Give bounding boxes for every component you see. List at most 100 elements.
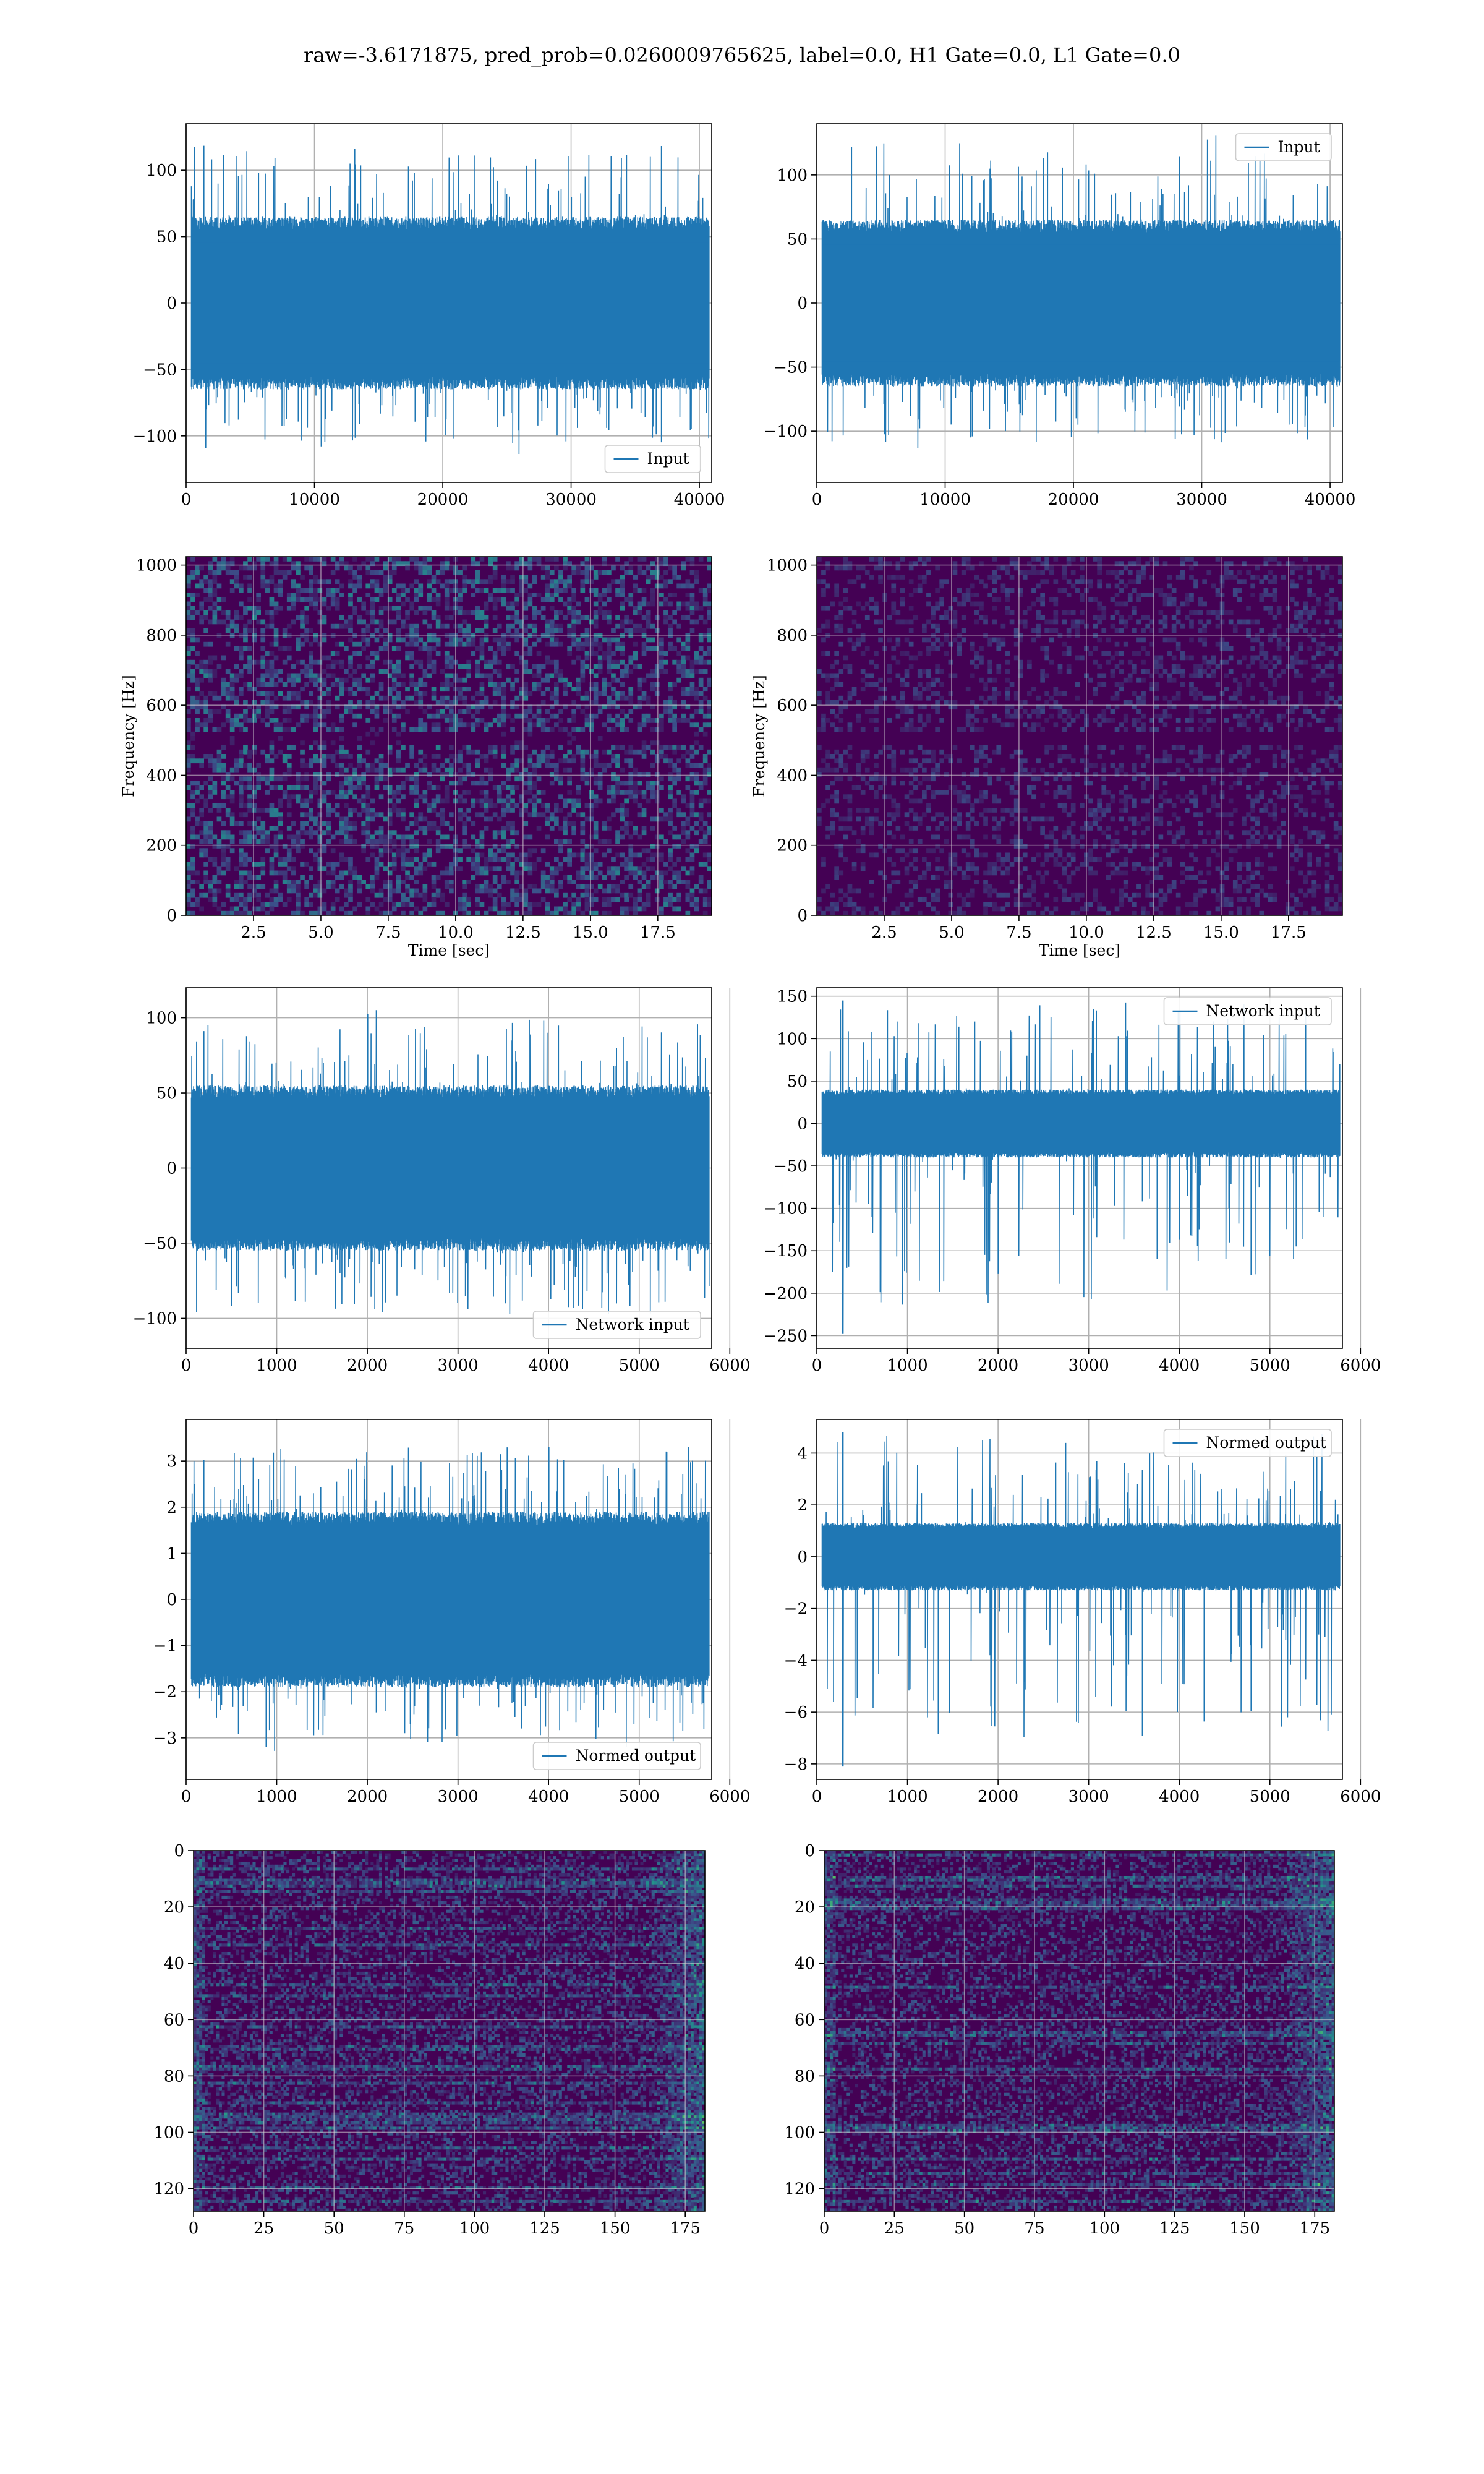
y-tick-label-r5c2-4: 80 (795, 2067, 815, 2086)
y-tick-label-r3c2-7: 100 (777, 1030, 808, 1048)
x-tick-label-r3c1-1: 1000 (256, 1356, 297, 1375)
legend-r3c1: Network input (532, 1311, 701, 1339)
y-tick-label-r2c2-0: 0 (797, 907, 808, 925)
axes-frame-r2c1 (186, 556, 712, 916)
x-tick-label-r5c1-5: 125 (529, 2219, 560, 2238)
x-tick-label-r5c1-7: 175 (670, 2219, 701, 2238)
x-tick-label-r5c2-1: 25 (884, 2219, 905, 2238)
chart-r5c2: 0 25 50 75 100 125 150 175 0 20 40 60 80 100 120 (784, 1842, 1335, 2238)
axes-frame-r4c2 (816, 1419, 1343, 1780)
x-tick-label-r3c2-1: 1000 (887, 1356, 927, 1375)
legend-r4c2: Normed output (1163, 1429, 1332, 1457)
y-tick-label-r5c2-2: 40 (795, 1954, 815, 1973)
x-tick-label-r2c2-4: 12.5 (1136, 923, 1172, 942)
y-tick-label-r1c1-0: −100 (133, 427, 177, 446)
x-tick-label-r5c1-6: 150 (600, 2219, 631, 2238)
x-tick-label-r2c1-5: 15.0 (573, 923, 608, 942)
x-tick-label-r4c1-5: 5000 (619, 1787, 660, 1806)
heatmap-r5c1 (194, 1851, 705, 2211)
y-tick-label-r3c2-3: −100 (764, 1200, 808, 1218)
chart-r4c2: 0 1000 2000 3000 4000 5000 6000 −8 −6 −4 −2 0 2 4 Norm… (784, 1419, 1381, 1806)
chart-r4c1: 0 1000 2000 3000 4000 5000 6000 −3 −2 −1 0 1 2 3 Norme… (153, 1419, 750, 1806)
x-tick-label-r2c2-5: 15.0 (1203, 923, 1239, 942)
x-tick-label-r4c2-1: 1000 (887, 1787, 927, 1806)
x-tick-label-r1c2-0: 0 (812, 490, 822, 509)
x-tick-label-r3c1-4: 4000 (528, 1356, 569, 1375)
x-tick-label-r5c2-7: 175 (1299, 2219, 1330, 2238)
y-tick-label-r2c1-5: 1000 (136, 557, 177, 575)
chart-r3c1: 0 1000 2000 3000 4000 5000 6000 −100 −50 0 50 100 Ne… (133, 987, 750, 1375)
y-tick-label-r5c2-6: 120 (784, 2180, 815, 2199)
y-tick-label-r4c1-3: 0 (166, 1591, 177, 1609)
x-tick-label-r2c2-0: 2.5 (871, 923, 897, 942)
x-tick-label-r5c2-6: 150 (1229, 2219, 1260, 2238)
x-axis-label-r2c2: Time [sec] (1039, 941, 1120, 959)
suptitle: raw=-3.6171875, pred_prob=0.026000976562… (304, 43, 1180, 67)
y-tick-label-r4c1-5: 2 (166, 1499, 177, 1517)
y-tick-label-r2c2-1: 200 (777, 837, 808, 855)
chart-r5c1: 0 25 50 75 100 125 150 175 0 20 40 60 80 100 120 (153, 1842, 706, 2238)
y-tick-label-r1c2-2: 0 (797, 294, 808, 313)
series-band-r3c1 (191, 1110, 709, 1226)
y-tick-label-r1c2-1: −50 (774, 359, 808, 377)
heatmap-r2c2 (817, 557, 1342, 915)
legend-label-r3c1: Network input (576, 1316, 689, 1333)
x-tick-label-r1c2-3: 30000 (1176, 490, 1227, 509)
x-tick-label-r3c1-0: 0 (181, 1356, 192, 1375)
x-tick-label-r5c1-1: 25 (254, 2219, 274, 2238)
chart-r2c2: 2.5 5.0 7.5 10.0 12.5 15.0 17.5 0 200 400 600 800 10… (750, 556, 1343, 959)
x-tick-label-r4c2-2: 2000 (978, 1787, 1018, 1806)
y-tick-label-r1c1-2: 0 (166, 294, 177, 313)
y-tick-label-r4c1-4: 1 (166, 1544, 177, 1563)
y-tick-label-r2c2-3: 600 (777, 696, 808, 715)
y-tick-label-r4c1-1: −2 (153, 1683, 177, 1701)
y-tick-label-r5c2-5: 100 (784, 2123, 815, 2142)
y-tick-label-r3c1-2: 0 (166, 1160, 177, 1178)
axes-frame-r3c2 (816, 987, 1343, 1349)
x-tick-label-r4c2-4: 4000 (1159, 1787, 1200, 1806)
y-tick-label-r2c1-4: 800 (146, 627, 177, 645)
x-tick-label-r4c1-4: 4000 (528, 1787, 569, 1806)
y-tick-label-r4c1-6: 3 (166, 1452, 177, 1471)
x-tick-label-r5c2-3: 75 (1024, 2219, 1044, 2238)
axes-frame-r2c2 (816, 556, 1343, 916)
x-tick-label-r5c2-5: 125 (1159, 2219, 1190, 2238)
y-tick-label-r5c2-1: 20 (795, 1898, 815, 1917)
x-tick-label-r4c1-3: 3000 (438, 1787, 479, 1806)
y-tick-label-r4c2-1: −6 (784, 1703, 808, 1722)
chart-r1c2: 0 10000 20000 30000 40000 −100 −50 0 50 100 Input (764, 123, 1356, 509)
x-axis-label-r2c1: Time [sec] (408, 941, 490, 959)
x-tick-label-r1c2-1: 10000 (919, 490, 971, 509)
x-tick-label-r2c2-3: 10.0 (1068, 923, 1104, 942)
x-tick-label-r5c1-0: 0 (189, 2219, 199, 2238)
axes-frame-r5c2 (824, 1850, 1335, 2212)
x-tick-label-r4c1-6: 6000 (709, 1787, 750, 1806)
y-tick-label-r5c1-4: 80 (164, 2067, 184, 2086)
x-tick-label-r1c2-4: 40000 (1305, 490, 1356, 509)
y-tick-label-r5c1-5: 100 (153, 2123, 184, 2142)
x-tick-label-r3c2-0: 0 (812, 1356, 822, 1375)
x-tick-label-r4c2-6: 6000 (1340, 1787, 1381, 1806)
y-tick-label-r3c1-1: −50 (143, 1235, 177, 1253)
y-tick-label-r3c2-5: 0 (797, 1115, 808, 1133)
x-tick-label-r2c1-6: 17.5 (640, 923, 676, 942)
y-tick-label-r5c1-6: 120 (153, 2180, 184, 2199)
x-tick-label-r1c1-4: 40000 (674, 490, 725, 509)
x-tick-label-r1c1-2: 20000 (417, 490, 469, 509)
y-tick-label-r4c2-5: 2 (797, 1496, 808, 1515)
y-tick-label-r5c1-3: 60 (164, 2011, 184, 2029)
series-band-r3c2 (822, 1100, 1340, 1147)
y-tick-label-r3c2-0: −250 (764, 1327, 808, 1345)
x-tick-label-r2c1-4: 12.5 (505, 923, 541, 942)
y-tick-label-r1c2-4: 100 (777, 166, 808, 185)
y-tick-label-r4c1-2: −1 (153, 1637, 177, 1656)
legend-r3c2: Network input (1163, 997, 1332, 1025)
x-tick-label-r2c1-2: 7.5 (375, 923, 401, 942)
y-tick-label-r2c1-1: 200 (146, 837, 177, 855)
legend-r1c1: Input (604, 445, 701, 473)
x-tick-label-r2c2-2: 7.5 (1006, 923, 1031, 942)
x-tick-label-r3c2-2: 2000 (978, 1356, 1018, 1375)
legend-label-r4c2: Normed output (1206, 1434, 1327, 1452)
x-tick-label-r1c2-2: 20000 (1048, 490, 1099, 509)
